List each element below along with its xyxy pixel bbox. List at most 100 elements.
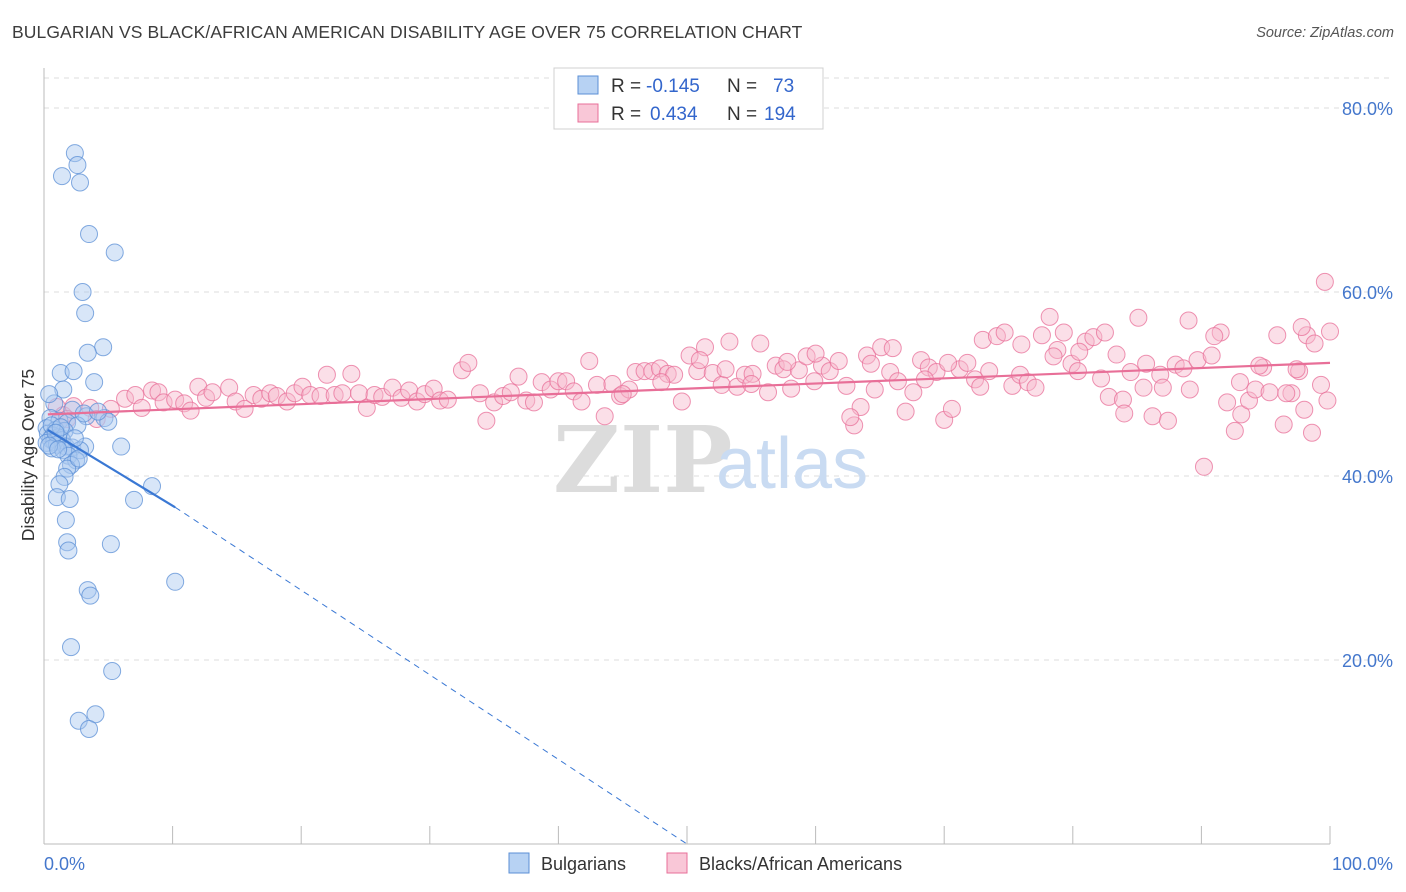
data-point bbox=[751, 334, 770, 353]
data-point bbox=[49, 440, 68, 459]
data-point bbox=[845, 416, 864, 435]
source-label: Source: ZipAtlas.com bbox=[1256, 25, 1394, 41]
data-point bbox=[1026, 378, 1045, 397]
data-point bbox=[572, 392, 591, 411]
y-tick-label-20: 20.0% bbox=[1342, 651, 1393, 671]
data-point bbox=[407, 392, 426, 411]
legend-n-value-blacks: 194 bbox=[764, 104, 796, 125]
data-point bbox=[613, 385, 632, 404]
data-point bbox=[1305, 334, 1324, 353]
data-point bbox=[896, 402, 915, 421]
data-point bbox=[858, 346, 877, 365]
data-point bbox=[94, 338, 113, 357]
data-point bbox=[392, 388, 411, 407]
data-point bbox=[837, 376, 856, 395]
data-point bbox=[1115, 404, 1134, 423]
data-point bbox=[166, 390, 185, 409]
data-point bbox=[912, 351, 931, 370]
data-point bbox=[509, 367, 528, 386]
data-point bbox=[125, 490, 144, 509]
data-point bbox=[1012, 335, 1031, 354]
data-point bbox=[459, 353, 478, 372]
data-point bbox=[1274, 415, 1293, 434]
data-point bbox=[680, 346, 699, 365]
data-point bbox=[54, 380, 73, 399]
data-point bbox=[1282, 384, 1301, 403]
data-point bbox=[995, 323, 1014, 342]
data-point bbox=[587, 375, 606, 394]
y-tick-label-60: 60.0% bbox=[1342, 283, 1393, 303]
data-point bbox=[365, 386, 384, 405]
data-point bbox=[1153, 378, 1172, 397]
legend-n-value-bulgarians: 73 bbox=[773, 76, 794, 97]
data-point bbox=[1044, 347, 1063, 366]
bottom-legend-blacks: Blacks/African Americans bbox=[699, 854, 902, 874]
data-point bbox=[59, 541, 78, 560]
data-point bbox=[865, 380, 884, 399]
data-point bbox=[805, 372, 824, 391]
data-point bbox=[557, 372, 576, 391]
legend-r-label-bulgarians: R = bbox=[611, 76, 641, 97]
y-axis-label: Disability Age Over 75 bbox=[18, 369, 38, 541]
data-point bbox=[759, 383, 778, 402]
data-point bbox=[149, 383, 168, 402]
data-point bbox=[40, 385, 59, 404]
data-point bbox=[861, 354, 880, 373]
data-point bbox=[742, 375, 761, 393]
data-point bbox=[652, 373, 671, 392]
data-point bbox=[71, 173, 90, 192]
watermark-zip: ZIP bbox=[553, 406, 732, 514]
data-point bbox=[103, 662, 122, 681]
data-point bbox=[166, 572, 185, 591]
data-point bbox=[1129, 308, 1148, 327]
legend-swatch-bulgarians bbox=[577, 75, 599, 95]
data-point bbox=[829, 352, 848, 370]
data-point bbox=[1194, 457, 1213, 476]
data-point bbox=[154, 393, 173, 412]
data-point bbox=[806, 344, 825, 363]
data-point bbox=[1239, 391, 1258, 410]
legend-box bbox=[553, 67, 824, 130]
bottom-legend-swatch-blacks bbox=[666, 852, 688, 874]
data-point bbox=[333, 384, 352, 403]
data-point bbox=[132, 398, 151, 417]
data-point bbox=[524, 393, 543, 412]
trend-bulgarians-extension bbox=[174, 506, 688, 845]
data-point bbox=[73, 283, 92, 301]
legend-n-label-bulgarians: N = bbox=[727, 76, 757, 97]
data-point bbox=[778, 352, 797, 371]
data-point bbox=[1277, 384, 1296, 403]
data-point bbox=[1084, 328, 1103, 347]
data-point bbox=[53, 167, 72, 186]
legend: R = -0.145 N = 73 R = 0.434 N = 194 bbox=[553, 67, 824, 130]
watermark-atlas: atlas bbox=[716, 424, 868, 504]
legend-n-label-blacks: N = bbox=[727, 104, 757, 125]
bottom-legend: Bulgarians Blacks/African Americans bbox=[508, 852, 902, 874]
data-point bbox=[716, 360, 735, 379]
data-point bbox=[112, 437, 131, 456]
data-point bbox=[595, 407, 614, 426]
chart-title: BULGARIAN VS BLACK/AFRICAN AMERICAN DISA… bbox=[12, 22, 803, 42]
legend-r-value-bulgarians: -0.145 bbox=[646, 76, 700, 97]
data-point bbox=[1318, 391, 1337, 410]
data-point bbox=[181, 401, 200, 420]
data-point bbox=[1180, 380, 1199, 399]
data-point bbox=[285, 384, 304, 403]
data-point bbox=[1143, 407, 1162, 426]
data-point bbox=[672, 392, 691, 411]
data-point bbox=[1092, 369, 1111, 388]
data-point bbox=[1302, 423, 1321, 442]
data-point bbox=[690, 351, 709, 370]
data-point bbox=[883, 339, 902, 358]
data-point bbox=[65, 429, 84, 448]
trend-blacks bbox=[47, 361, 1331, 416]
data-point bbox=[80, 225, 99, 244]
data-point bbox=[175, 394, 194, 413]
data-point bbox=[85, 373, 104, 392]
data-point bbox=[782, 379, 801, 398]
data-point bbox=[1290, 362, 1309, 381]
data-point bbox=[1158, 411, 1177, 430]
trend-bulgarians bbox=[47, 429, 176, 509]
data-point bbox=[1113, 390, 1132, 409]
data-point bbox=[235, 399, 254, 418]
